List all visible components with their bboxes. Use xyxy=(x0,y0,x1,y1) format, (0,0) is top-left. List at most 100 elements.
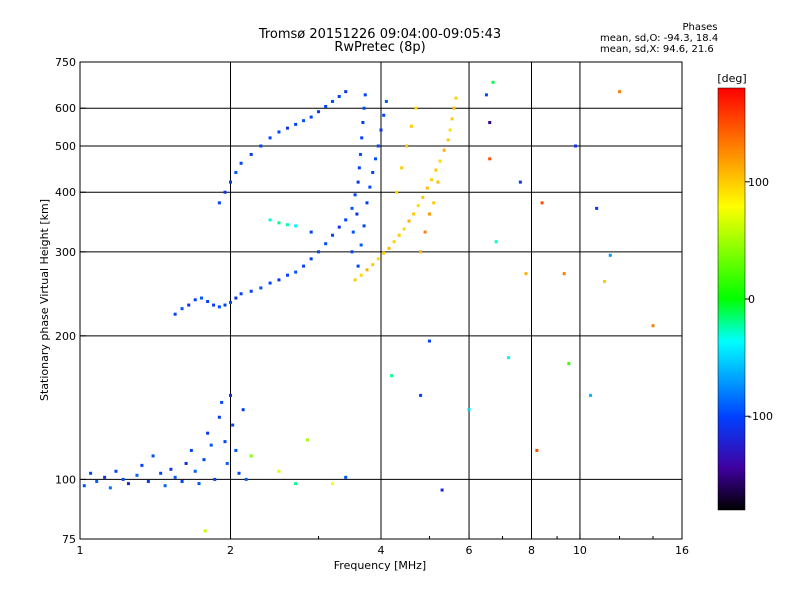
y-tick-label: 600 xyxy=(55,102,76,115)
data-point xyxy=(277,221,281,225)
data-point xyxy=(419,250,423,254)
data-point xyxy=(409,124,413,128)
data-point xyxy=(217,305,221,309)
data-point xyxy=(197,482,201,486)
data-point xyxy=(353,193,357,197)
data-point xyxy=(574,144,578,148)
data-point xyxy=(344,90,348,94)
data-point xyxy=(412,212,416,216)
data-point xyxy=(225,461,229,465)
data-point xyxy=(103,475,107,479)
data-point xyxy=(223,190,227,194)
data-point xyxy=(425,186,429,190)
data-point xyxy=(440,488,444,492)
data-point xyxy=(268,281,272,285)
data-point xyxy=(589,393,593,397)
data-point xyxy=(356,180,360,184)
data-point xyxy=(407,219,411,223)
x-tick-label: 16 xyxy=(675,544,689,557)
data-point xyxy=(414,106,418,110)
colorbar-label: [deg] xyxy=(717,72,746,85)
data-point xyxy=(337,225,341,229)
data-point xyxy=(163,484,167,488)
data-point xyxy=(173,475,177,479)
data-point xyxy=(436,180,440,184)
data-point xyxy=(362,224,366,228)
data-point xyxy=(430,178,434,182)
data-point xyxy=(567,361,571,365)
data-point xyxy=(488,157,492,161)
data-point xyxy=(562,272,566,276)
x-tick-label: 6 xyxy=(466,544,473,557)
data-point xyxy=(234,296,238,300)
data-point xyxy=(344,218,348,222)
x-axis-label: Frequency [MHz] xyxy=(334,559,426,572)
phase-stats-title: Phases xyxy=(682,22,718,33)
phase-stats-o: mean, sd,O: -94.3, 18.4 xyxy=(600,33,719,44)
data-point xyxy=(344,475,348,479)
data-point xyxy=(365,201,369,205)
data-point xyxy=(259,286,263,290)
data-point xyxy=(309,115,313,119)
data-point xyxy=(82,484,86,488)
data-point xyxy=(187,303,191,307)
data-point xyxy=(317,110,321,114)
data-point xyxy=(244,477,248,481)
data-point xyxy=(285,273,289,277)
data-point xyxy=(294,270,298,274)
data-point xyxy=(434,168,438,172)
data-point xyxy=(416,204,420,208)
data-point xyxy=(277,278,281,282)
data-point xyxy=(209,443,213,447)
x-axis-ticks: 1 2 4 6 8 10 16 xyxy=(77,533,689,557)
data-point xyxy=(184,461,188,465)
data-point xyxy=(379,128,383,132)
data-point xyxy=(382,113,386,117)
x-tick-label: 8 xyxy=(528,544,535,557)
data-point xyxy=(491,80,495,84)
data-point xyxy=(524,272,528,276)
data-point xyxy=(427,339,431,343)
data-point xyxy=(395,190,399,194)
data-point xyxy=(353,278,357,282)
data-point xyxy=(595,206,599,210)
data-point xyxy=(140,463,144,467)
y-tick-label: 400 xyxy=(55,186,76,199)
data-point xyxy=(397,233,401,237)
data-point xyxy=(159,471,163,475)
data-point xyxy=(294,482,298,486)
data-point xyxy=(651,324,655,328)
data-point xyxy=(193,469,197,473)
grid-lines xyxy=(80,62,682,539)
data-point xyxy=(200,296,204,300)
data-point xyxy=(285,223,289,227)
y-tick-label: 500 xyxy=(55,140,76,153)
data-point xyxy=(423,230,427,234)
y-axis-ticks: 75 100 200 300 400 500 600 750 xyxy=(55,56,86,546)
data-point xyxy=(277,469,281,473)
data-point xyxy=(324,105,328,109)
data-point xyxy=(259,144,263,148)
data-point xyxy=(135,473,139,477)
data-point xyxy=(442,148,446,152)
data-point xyxy=(239,161,243,165)
data-point xyxy=(360,136,364,140)
data-point xyxy=(241,408,245,412)
data-point xyxy=(608,253,612,257)
data-point xyxy=(202,458,206,462)
data-point xyxy=(446,138,450,142)
data-point xyxy=(467,408,471,412)
data-point xyxy=(114,469,118,473)
data-point xyxy=(535,448,539,452)
data-point xyxy=(217,415,221,419)
data-point xyxy=(305,438,309,442)
data-point xyxy=(452,106,456,110)
data-point xyxy=(223,440,227,444)
phase-stats: Phases mean, sd,O: -94.3, 18.4 mean, sd,… xyxy=(600,22,790,55)
data-point xyxy=(189,448,193,452)
data-point xyxy=(331,482,335,486)
data-point xyxy=(432,201,436,205)
data-point xyxy=(277,130,281,134)
data-point xyxy=(294,122,298,126)
colorbar-tick-label: 0 xyxy=(748,293,755,306)
